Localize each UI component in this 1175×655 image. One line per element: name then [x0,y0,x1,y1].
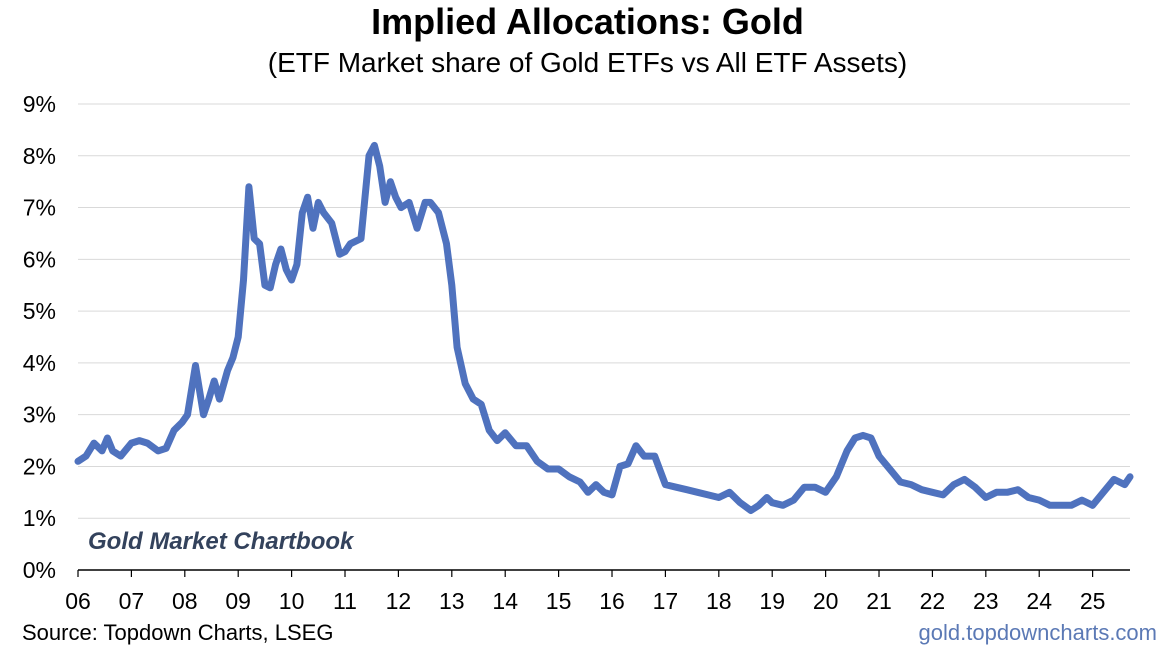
chart-title: Implied Allocations: Gold [371,1,804,42]
y-tick-label: 2% [23,453,56,479]
x-tick-label: 06 [65,588,91,614]
x-tick-label: 20 [813,588,839,614]
x-tick-label: 14 [492,588,518,614]
series-line-gold-allocation [74,141,1134,514]
watermark-text: Gold Market Chartbook [88,528,355,555]
x-tick-label: 21 [866,588,892,614]
x-tick-label: 18 [706,588,732,614]
x-tick-label: 22 [920,588,946,614]
website-link[interactable]: gold.topdowncharts.com [918,620,1157,645]
x-tick-label: 12 [386,588,412,614]
chart-subtitle: (ETF Market share of Gold ETFs vs All ET… [267,47,908,78]
x-tick-label: 25 [1080,588,1106,614]
y-tick-label: 7% [23,195,56,221]
x-tick-label: 08 [172,588,198,614]
x-tick-label: 17 [653,588,679,614]
source-note: Source: Topdown Charts, LSEG [22,620,334,645]
y-tick-label: 1% [23,505,56,531]
y-tick-label: 6% [23,246,56,272]
y-tick-label: 8% [23,143,56,169]
y-tick-label: 3% [23,402,56,428]
x-tick-label: 19 [759,588,785,614]
x-axis-ticks: 06 07 08 09 10 11 12 13 14 15 16 17 18 19 20 21 22 23 24 25 [65,570,1105,614]
gridlines [78,103,1130,519]
y-tick-label: 9% [23,91,56,117]
x-tick-label: 13 [439,588,465,614]
y-tick-label: 4% [23,350,56,376]
x-tick-label: 16 [599,588,625,614]
x-tick-label: 15 [546,588,572,614]
x-tick-label: 23 [973,588,999,614]
x-tick-label: 24 [1026,588,1052,614]
x-tick-label: 09 [225,588,251,614]
y-tick-label: 0% [23,557,56,583]
x-tick-label: 07 [119,588,145,614]
x-tick-label: 11 [333,588,357,614]
y-axis-ticks: 0% 1% 2% 3% 4% 5% 6% 7% 8% 9% [23,91,56,583]
x-tick-label: 10 [279,588,305,614]
y-tick-label: 5% [23,298,56,324]
